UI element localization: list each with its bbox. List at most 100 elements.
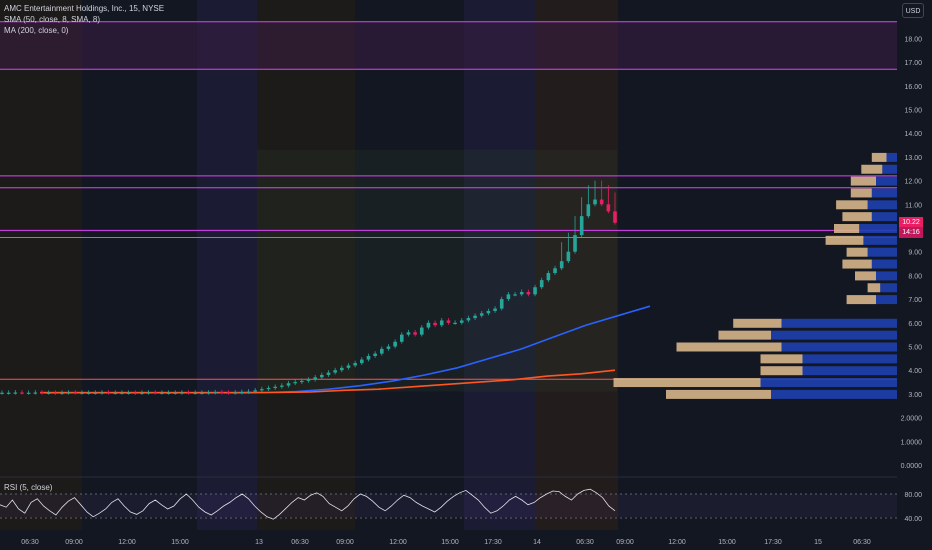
resistance-zone <box>0 21 897 70</box>
candle-body <box>46 392 51 394</box>
candle-body <box>499 299 504 309</box>
candle-body <box>433 322 437 326</box>
candle-body <box>26 392 31 394</box>
rsi-tick-label: 80.00 <box>904 492 922 499</box>
time-tick-label: 06:30 <box>21 539 39 546</box>
price-tick-label: 12.00 <box>904 179 922 186</box>
price-tick-label: 0.0000 <box>901 463 923 470</box>
candle-body <box>579 216 584 236</box>
rsi-line <box>0 488 616 520</box>
volume-profile-bar-up <box>882 164 897 174</box>
currency-button[interactable]: USD <box>902 3 924 18</box>
candle-body <box>606 204 611 212</box>
candle-body <box>193 392 198 394</box>
time-tick-label: 06:30 <box>576 539 594 546</box>
candle-body <box>240 392 244 394</box>
price-axis[interactable]: 18.00 17.00 16.00 15.00 14.00 13.00 12.00 11.00… <box>897 0 932 550</box>
time-tick-label: 15:00 <box>171 539 189 546</box>
candle-body <box>200 392 204 394</box>
volume-profile-bar-up <box>876 176 897 186</box>
volume-profile-bar-down <box>825 235 864 245</box>
candle-body <box>120 392 124 394</box>
volume-profile-bar-up <box>871 188 897 198</box>
candles <box>0 180 617 395</box>
candle-body <box>553 268 557 274</box>
volume-profile-bar-up <box>886 152 897 162</box>
candle-body <box>346 365 351 368</box>
candle-body <box>360 359 364 364</box>
time-tick-label: 13 <box>255 539 263 546</box>
candle-body <box>599 199 604 205</box>
candle-body <box>233 392 238 394</box>
time-axis[interactable]: 06:30 09:00 12:00 15:00 13 06:30 09:00 12:00 15:… <box>0 531 932 550</box>
volume-profile-bar-up <box>859 224 897 233</box>
time-tick-label: 12:00 <box>118 539 136 546</box>
time-tick-label: 09:00 <box>616 539 634 546</box>
candle-body <box>419 327 424 335</box>
volume-profile-bar-up <box>760 378 897 388</box>
range-box <box>257 149 617 392</box>
candle-body <box>453 322 457 324</box>
volume-profile-bar-down <box>613 378 761 388</box>
price-tick-label: 4.00 <box>908 368 922 375</box>
time-tick-label: 17:30 <box>484 539 502 546</box>
candle-body <box>153 392 158 394</box>
last-price-label: 10.22 <box>899 217 923 228</box>
volume-profile-bar-up <box>802 366 897 376</box>
rsi-legend[interactable]: RSI (5, close) <box>4 483 53 492</box>
rsi-band <box>0 494 897 517</box>
volume-profile-bar-up <box>771 330 897 340</box>
volume-profile-bar-down <box>760 366 803 376</box>
time-tick-label: 09:00 <box>336 539 354 546</box>
candle-body <box>20 392 24 394</box>
candle-body <box>40 392 44 394</box>
volume-profile-bar-up <box>871 212 897 222</box>
candle-body <box>80 392 84 394</box>
symbol-legend[interactable]: AMC Entertainment Holdings, Inc., 15, NY… <box>4 4 165 13</box>
price-tick-label: 7.00 <box>908 297 922 304</box>
time-tick-label: 15:00 <box>718 539 736 546</box>
sma-legend[interactable]: SMA (50, close, 8, SMA, 8) <box>4 15 101 24</box>
candle-body <box>113 392 118 394</box>
candle-body <box>173 392 178 394</box>
session-band <box>535 0 618 530</box>
candle-body <box>73 392 78 394</box>
candle-body <box>93 392 98 394</box>
candle-body <box>473 315 477 319</box>
volume-profile-bar-up <box>867 200 897 210</box>
candle-body <box>13 392 18 394</box>
candle-body <box>160 392 164 394</box>
price-tick-label: 14.00 <box>904 131 922 138</box>
volume-profile-bar-up <box>802 354 897 364</box>
candle-body <box>186 392 191 394</box>
candle-body <box>446 320 451 323</box>
price-tick-label: 11.00 <box>905 202 922 209</box>
volume-profile-bar-down <box>850 176 876 186</box>
candle-body <box>53 392 58 394</box>
volume-profile-bar-up <box>781 342 897 352</box>
price-axis-bg <box>897 0 932 550</box>
volume-profile <box>613 152 897 399</box>
volume-profile-bar-down <box>855 271 876 281</box>
candle-body <box>573 235 577 252</box>
ma-legend[interactable]: MA (200, close, 0) <box>4 26 69 35</box>
price-tick-label: 2.0000 <box>901 416 923 423</box>
candle-body <box>86 392 91 394</box>
candle-body <box>593 199 597 205</box>
volume-profile-bar-down <box>842 259 872 269</box>
candle-body <box>439 320 444 326</box>
price-tick-label: 13.00 <box>904 155 922 162</box>
horizontal-levels[interactable] <box>0 21 897 380</box>
price-tick-label: 9.00 <box>908 250 922 257</box>
price-tick-label: 6.00 <box>908 321 922 328</box>
volume-profile-bar-down <box>861 164 883 174</box>
candle-body <box>413 332 417 335</box>
candle-body <box>6 392 11 394</box>
time-axis-bg <box>0 531 932 550</box>
volume-profile-bar-down <box>846 247 868 257</box>
candle-body <box>379 348 384 354</box>
candle-body <box>293 382 297 384</box>
candle-body <box>539 280 544 288</box>
candle-body <box>426 322 431 328</box>
